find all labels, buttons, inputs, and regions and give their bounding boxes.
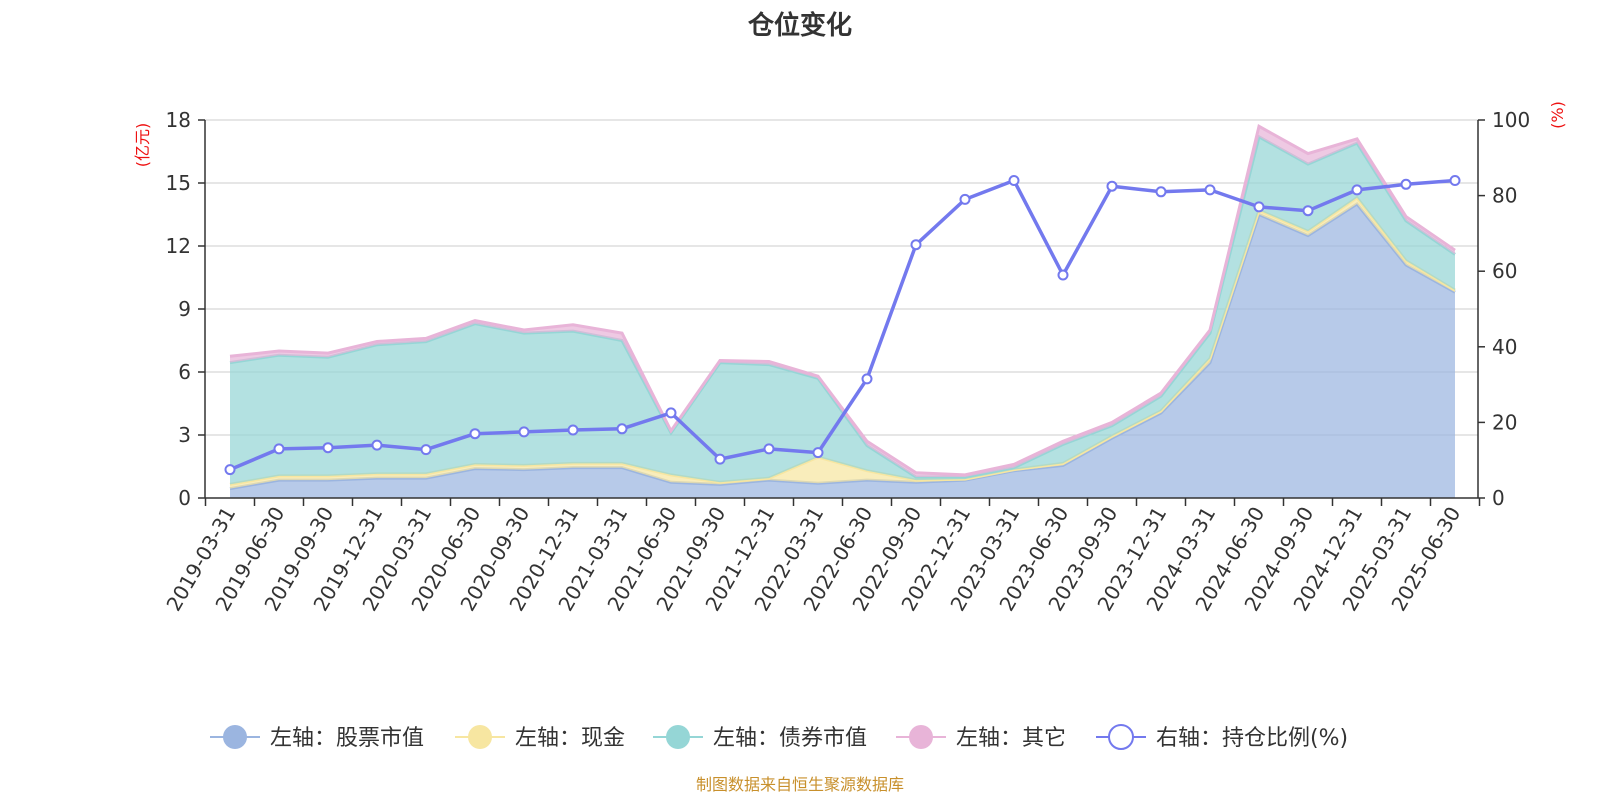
- legend-label-3: 左轴：其它: [956, 726, 1066, 751]
- ratio-point-16: [1008, 175, 1020, 186]
- right-axis-unit: (%): [1548, 101, 1567, 129]
- left-axis-unit: (亿元): [133, 123, 152, 168]
- ratio-point-10: [714, 453, 726, 465]
- legend-item-1[interactable]: 左轴：现金: [455, 725, 625, 751]
- holding-ratio-line: [224, 175, 1461, 476]
- ratio-point-3: [371, 439, 383, 451]
- ratio-point-14: [910, 239, 922, 251]
- ratio-point-23: [1351, 184, 1363, 196]
- area-series-2: [230, 136, 1455, 485]
- legend-item-0[interactable]: 左轴：股票市值: [210, 725, 424, 751]
- right-tick-label-5: 100: [1492, 108, 1530, 132]
- legend-label-0: 左轴：股票市值: [270, 726, 424, 751]
- chart-title: 仓位变化: [747, 10, 852, 41]
- legend-label-1: 左轴：现金: [515, 726, 625, 751]
- ratio-point-12: [812, 447, 824, 459]
- ratio-point-18: [1106, 180, 1118, 192]
- legend-marker-2: [666, 725, 690, 749]
- data-source-note: 制图数据来自恒生聚源数据库: [696, 775, 904, 794]
- ratio-point-7: [567, 424, 579, 436]
- ratio-point-24: [1400, 178, 1412, 190]
- ratio-point-4: [420, 444, 432, 456]
- left-tick-label-4: 12: [166, 234, 191, 258]
- legend-item-2[interactable]: 左轴：债券市值: [653, 725, 867, 751]
- ratio-point-17: [1057, 269, 1069, 281]
- ratio-point-22: [1302, 205, 1314, 217]
- area-series-0: [230, 204, 1455, 498]
- area-edge-3: [229, 124, 1456, 477]
- legend-marker-0: [223, 725, 247, 749]
- ratio-point-25: [1449, 175, 1461, 186]
- right-tick-label-4: 80: [1492, 184, 1517, 208]
- left-tick-label-3: 9: [178, 297, 191, 321]
- ratio-point-15: [959, 193, 971, 205]
- legend-marker-3: [909, 725, 933, 749]
- right-tick-label-2: 40: [1492, 335, 1517, 359]
- right-tick-label-3: 60: [1492, 259, 1517, 283]
- ratio-point-21: [1253, 201, 1265, 213]
- ratio-point-0: [224, 464, 236, 476]
- ratio-point-13: [861, 373, 873, 385]
- left-tick-label-0: 0: [178, 486, 191, 510]
- left-tick-label-2: 6: [178, 360, 191, 384]
- ratio-point-11: [763, 443, 775, 455]
- legend: 左轴：股票市值 左轴：现金 左轴：债券市值 左轴：其它 右轴：持仓比例(%): [210, 724, 1348, 751]
- ratio-line-path: [229, 178, 1456, 472]
- legend-label-4: 右轴：持仓比例(%): [1156, 726, 1348, 751]
- ratio-point-20: [1204, 184, 1216, 196]
- left-tick-label-5: 15: [166, 171, 191, 195]
- ratio-point-19: [1155, 186, 1167, 198]
- ratio-point-8: [616, 423, 628, 435]
- ratio-point-5: [469, 428, 481, 440]
- legend-item-4[interactable]: 右轴：持仓比例(%): [1096, 724, 1348, 751]
- ratio-point-1: [273, 443, 285, 455]
- right-tick-label-0: 0: [1492, 486, 1505, 510]
- right-tick-label-1: 20: [1492, 410, 1517, 434]
- legend-label-2: 左轴：债券市值: [713, 726, 867, 751]
- legend-marker-4: [1108, 724, 1134, 750]
- legend-item-3[interactable]: 左轴：其它: [896, 725, 1066, 751]
- ratio-point-6: [518, 426, 530, 438]
- ratio-point-2: [322, 442, 334, 454]
- stacked-areas: [229, 124, 1456, 498]
- left-tick-label-1: 3: [178, 423, 191, 447]
- ratio-point-9: [665, 407, 677, 419]
- legend-marker-1: [468, 725, 492, 749]
- left-tick-label-6: 18: [166, 108, 191, 132]
